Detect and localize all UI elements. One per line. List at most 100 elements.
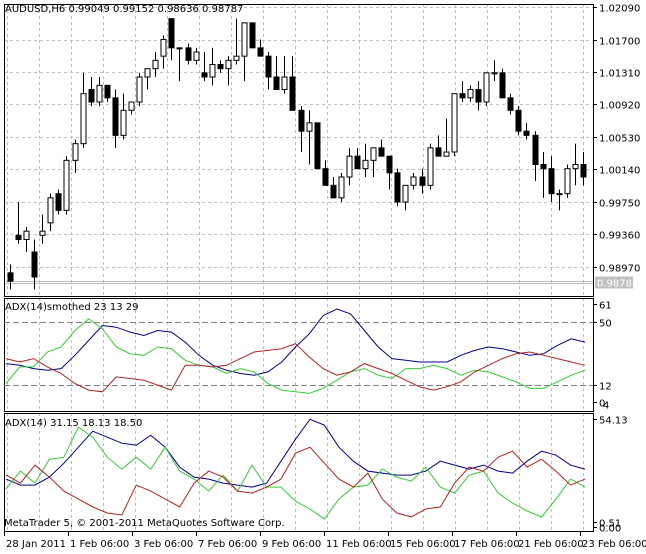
panel2-title: ADX(14)smothed 23 13 29: [5, 302, 139, 313]
candle-body[interactable]: [47, 197, 54, 224]
adx-plusminus-di-line: [5, 426, 586, 520]
date-axis-label: 7 Feb 06:00: [198, 539, 257, 550]
candle-body[interactable]: [249, 22, 256, 49]
candle-body[interactable]: [80, 93, 87, 145]
candle-body[interactable]: [128, 101, 135, 111]
candle-body[interactable]: [104, 84, 111, 99]
indicator-axis-label: 0: [599, 399, 605, 410]
candle-body[interactable]: [515, 109, 522, 132]
candle-body[interactable]: [362, 159, 369, 170]
candle-body[interactable]: [435, 147, 442, 157]
candle-body[interactable]: [257, 47, 264, 57]
bid-price-badge: [595, 276, 633, 289]
candle-body[interactable]: [241, 22, 248, 57]
candle-body[interactable]: [88, 89, 95, 103]
adx-minus-di-line: [5, 446, 586, 518]
candle-body[interactable]: [273, 76, 280, 90]
candle-body[interactable]: [144, 68, 151, 78]
candle-body[interactable]: [289, 76, 296, 111]
candle-body[interactable]: [572, 164, 579, 170]
candle-body[interactable]: [120, 109, 127, 136]
candle-body[interactable]: [233, 55, 240, 61]
candle-body[interactable]: [152, 59, 159, 70]
candle-body[interactable]: [265, 55, 272, 78]
candle-body[interactable]: [475, 89, 482, 103]
candle-body[interactable]: [427, 147, 434, 186]
candle-body[interactable]: [209, 64, 216, 78]
candle-body[interactable]: [63, 159, 70, 211]
candle-body[interactable]: [314, 122, 321, 170]
candle-body[interactable]: [201, 72, 208, 78]
candle-body[interactable]: [96, 84, 103, 103]
candle-body[interactable]: [394, 172, 401, 203]
candle-body[interactable]: [483, 72, 490, 103]
candle-body[interactable]: [39, 230, 46, 236]
candle-body[interactable]: [168, 18, 175, 49]
copyright-label: MetaTrader 5, © 2001-2011 MetaQuotes Sof…: [4, 518, 285, 529]
candle-body[interactable]: [160, 39, 167, 57]
candle-body[interactable]: [225, 59, 232, 70]
date-axis-label: 23 Feb 06:00: [582, 539, 646, 550]
candle-body[interactable]: [217, 64, 224, 70]
price-axis-label: 1.00530: [599, 134, 640, 145]
candle-body[interactable]: [459, 93, 466, 99]
candle-body[interactable]: [507, 97, 514, 111]
candle-body[interactable]: [7, 272, 14, 282]
candle-body[interactable]: [419, 176, 426, 186]
candle-body[interactable]: [443, 151, 450, 157]
candle-body[interactable]: [556, 193, 563, 196]
date-axis-label: 9 Feb 06:00: [262, 539, 321, 550]
candle-body[interactable]: [31, 251, 38, 278]
indicator-axis-label: 0.00: [599, 524, 621, 535]
price-axis-label: 1.00140: [599, 166, 640, 177]
candle-body[interactable]: [330, 184, 337, 199]
candle-body[interactable]: [451, 93, 458, 153]
candle-body[interactable]: [136, 76, 143, 103]
candle-body[interactable]: [23, 230, 30, 241]
candle-body[interactable]: [176, 47, 183, 50]
panel-border-3: [4, 413, 594, 532]
candle-body[interactable]: [467, 89, 474, 99]
candle-body[interactable]: [346, 155, 353, 178]
date-axis-label: 11 Feb 06:00: [326, 539, 392, 550]
date-axis-label: 1 Feb 06:00: [70, 539, 129, 550]
candle-body[interactable]: [386, 155, 393, 174]
candle-body[interactable]: [564, 168, 571, 195]
candle-body[interactable]: [55, 193, 62, 211]
candle-body[interactable]: [15, 234, 22, 240]
candle-body[interactable]: [580, 164, 587, 178]
date-axis-label: 3 Feb 06:00: [134, 539, 193, 550]
candle-body[interactable]: [523, 130, 530, 136]
candle-body[interactable]: [532, 134, 539, 165]
candle-body[interactable]: [491, 72, 498, 75]
candle-body[interactable]: [322, 168, 329, 186]
indicator-axis-label: 50: [599, 319, 612, 330]
symbol-header: AUDUSD,H6 0.99049 0.99152 0.98636 0.9878…: [5, 4, 244, 15]
price-axis-label: 0.98970: [599, 264, 640, 275]
candle-body[interactable]: [306, 122, 313, 132]
candle-body[interactable]: [354, 155, 361, 170]
candle-body[interactable]: [298, 109, 305, 132]
candle-body[interactable]: [72, 143, 79, 161]
candle-body[interactable]: [193, 51, 200, 61]
price-axis-label: 1.00920: [599, 101, 640, 112]
candle-body[interactable]: [370, 147, 377, 161]
candle-body[interactable]: [338, 176, 345, 199]
candle-body[interactable]: [499, 72, 506, 99]
adx-smoothed-minus-di-line: [5, 343, 586, 393]
date-axis-label: 21 Feb 06:00: [518, 539, 584, 550]
candle-body[interactable]: [402, 184, 409, 203]
candle-body[interactable]: [540, 164, 547, 170]
candle-body[interactable]: [410, 176, 417, 186]
panel-border-1: [4, 4, 594, 297]
bid-price-label: 0.98786: [597, 279, 638, 290]
candle-body[interactable]: [112, 97, 119, 136]
date-axis-label: 15 Feb 06:00: [390, 539, 456, 550]
adx-smoothed-plusminus-di-line: [5, 318, 586, 394]
candle-body[interactable]: [378, 147, 385, 157]
candle-body[interactable]: [548, 168, 555, 195]
candle-body[interactable]: [185, 47, 192, 61]
indicator-axis-label: 54.13: [599, 416, 628, 427]
candle-body[interactable]: [281, 76, 288, 90]
